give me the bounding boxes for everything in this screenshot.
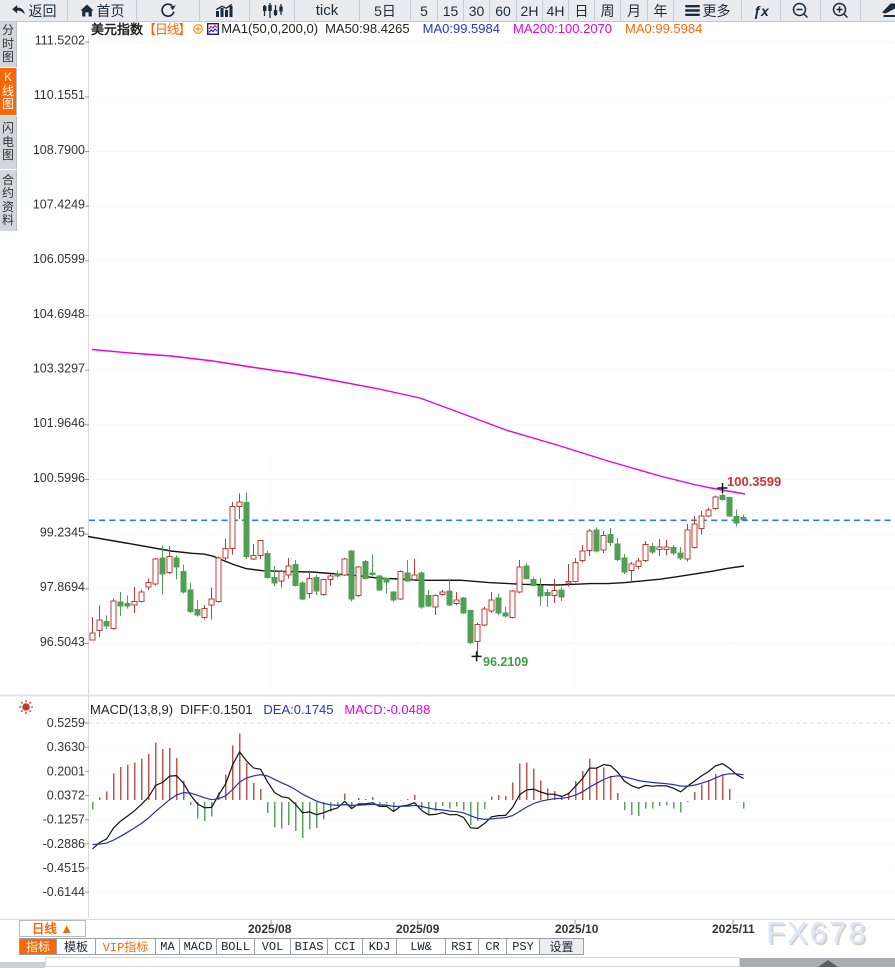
svg-text:0.0372: 0.0372 <box>47 789 85 803</box>
svg-text:-0.1257: -0.1257 <box>43 813 85 827</box>
svg-text:100.5996: 100.5996 <box>33 471 85 485</box>
svg-text:0.3630: 0.3630 <box>47 740 85 754</box>
svg-text:96.5043: 96.5043 <box>40 635 85 649</box>
svg-text:100.3599: 100.3599 <box>727 474 781 489</box>
svg-text:-0.6144: -0.6144 <box>43 885 85 899</box>
svg-text:110.1551: 110.1551 <box>34 88 85 102</box>
svg-text:-0.4515: -0.4515 <box>43 861 85 875</box>
svg-text:-0.2886: -0.2886 <box>43 837 85 851</box>
svg-text:0.5259: 0.5259 <box>47 716 85 730</box>
svg-text:108.7900: 108.7900 <box>33 143 85 157</box>
svg-text:111.5202: 111.5202 <box>35 34 85 48</box>
svg-text:101.9646: 101.9646 <box>33 416 85 430</box>
svg-text:97.8694: 97.8694 <box>40 580 85 594</box>
svg-text:106.0599: 106.0599 <box>33 252 85 266</box>
svg-text:MACD(13,8,9) DIFF:0.1501 DE: MACD(13,8,9) DIFF:0.1501 DEA:0.1745 MACD… <box>90 702 430 717</box>
svg-text:0.2001: 0.2001 <box>47 764 85 778</box>
svg-text:99.2345: 99.2345 <box>40 525 85 539</box>
svg-text:107.4249: 107.4249 <box>33 198 85 212</box>
svg-text:103.3297: 103.3297 <box>33 362 85 376</box>
svg-text:96.2109: 96.2109 <box>483 655 528 669</box>
svg-text:104.6948: 104.6948 <box>33 307 85 321</box>
